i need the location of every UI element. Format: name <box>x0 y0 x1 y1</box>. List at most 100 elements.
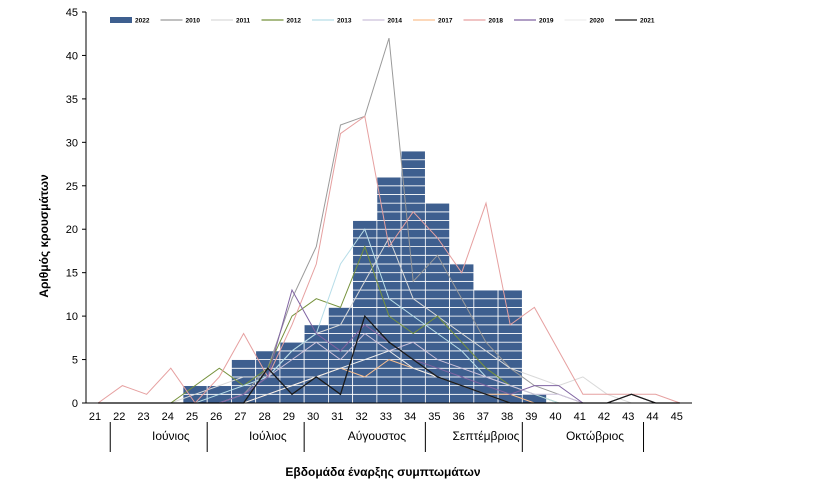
x-tick-label: 41 <box>574 411 586 423</box>
y-tick-label: 25 <box>66 181 78 193</box>
bar-segment <box>352 280 378 291</box>
bar-segment <box>376 341 402 352</box>
bar-segment <box>303 393 329 404</box>
bar-segment <box>352 220 378 230</box>
bar-segment <box>400 220 426 230</box>
bar-segment <box>424 307 450 317</box>
month-label: Αύγουστος <box>348 429 406 443</box>
bar-segment <box>400 237 426 248</box>
bar-segment <box>279 350 305 360</box>
bar-segment <box>376 280 402 291</box>
legend-label: 2021 <box>640 18 655 25</box>
bar-segment <box>400 159 426 169</box>
bar-36 <box>449 263 475 404</box>
bar-39 <box>521 393 547 404</box>
bar-segment <box>303 350 329 360</box>
bar-segment <box>449 333 475 343</box>
bar-segment <box>182 393 208 404</box>
bar-segment <box>376 333 402 343</box>
bar-38 <box>497 289 523 404</box>
y-tick-label: 5 <box>72 355 78 367</box>
bar-segment <box>521 393 547 404</box>
bar-segment <box>424 367 450 378</box>
bar-segment <box>400 254 426 265</box>
legend-item-2013: 2013 <box>312 18 352 25</box>
bar-segment <box>231 367 257 378</box>
x-tick-label: 40 <box>549 411 561 423</box>
bar-segment <box>473 289 499 300</box>
bar-segment <box>400 246 426 256</box>
bar-segment <box>449 324 475 334</box>
bar-segment <box>303 385 329 395</box>
bar-27 <box>231 359 257 404</box>
bar-segment <box>400 289 426 300</box>
bar-segment <box>303 341 329 352</box>
bar-segment <box>473 350 499 360</box>
bar-segment <box>449 272 475 282</box>
legend-item-2010: 2010 <box>160 18 200 25</box>
bar-segment <box>424 220 450 230</box>
bar-segment <box>497 298 523 308</box>
bar-segment <box>424 393 450 404</box>
legend-label: 2022 <box>135 18 150 25</box>
legend-item-2012: 2012 <box>261 18 301 25</box>
bar-segment <box>424 228 450 239</box>
bar-segment <box>449 393 475 404</box>
bar-segment <box>424 254 450 265</box>
bar-29 <box>279 341 305 404</box>
legend-item-2020: 2020 <box>564 18 604 25</box>
bar-segment <box>400 359 426 369</box>
bar-segment <box>400 341 426 352</box>
y-tick-label: 0 <box>72 398 78 410</box>
bar-segment <box>473 385 499 395</box>
bar-segment <box>473 307 499 317</box>
legend-label: 2011 <box>236 18 250 25</box>
x-axis-title: Εβδομάδα έναρξης συμπτωμάτων <box>285 465 481 479</box>
bar-segment <box>303 367 329 378</box>
x-tick-label: 27 <box>234 411 246 423</box>
x-tick-label: 43 <box>622 411 634 423</box>
legend-label: 2017 <box>438 18 453 25</box>
bar-segment <box>449 315 475 326</box>
bar-segment <box>424 280 450 291</box>
bar-segment <box>497 376 523 387</box>
bar-segment <box>303 359 329 369</box>
bar-segment <box>327 341 354 352</box>
y-tick-label: 45 <box>66 7 78 19</box>
bar-segment <box>400 167 426 178</box>
bar-segment <box>303 333 329 343</box>
legend-item-2018: 2018 <box>463 18 503 25</box>
bar-segment <box>449 341 475 352</box>
bar-segment <box>449 376 475 387</box>
x-tick-label: 32 <box>356 411 368 423</box>
bar-segment <box>376 185 402 195</box>
bar-segment <box>424 298 450 308</box>
bars-layer <box>182 150 547 404</box>
x-tick-label: 23 <box>137 411 149 423</box>
legend-item-2022: 2022 <box>110 17 150 25</box>
y-tick-label: 20 <box>66 224 78 236</box>
x-tick-label: 26 <box>210 411 222 423</box>
bar-segment <box>449 385 475 395</box>
bar-segment <box>424 211 450 221</box>
bar-segment <box>424 350 450 360</box>
month-label: Οκτώβριος <box>566 429 624 443</box>
bar-segment <box>231 393 257 404</box>
bar-segment <box>352 376 378 387</box>
bar-segment <box>376 315 402 326</box>
bar-segment <box>255 393 281 404</box>
bar-segment <box>473 359 499 369</box>
legend-item-2011: 2011 <box>211 18 250 25</box>
bar-segment <box>473 315 499 326</box>
x-tick-label: 45 <box>671 411 683 423</box>
bar-segment <box>497 289 523 300</box>
bar-segment <box>497 393 523 404</box>
bar-segment <box>424 289 450 300</box>
bar-segment <box>400 228 426 239</box>
bar-segment <box>231 376 257 387</box>
bar-segment <box>400 202 426 213</box>
month-label: Ιούνιος <box>152 429 190 443</box>
bar-segment <box>497 324 523 334</box>
bar-segment <box>497 385 523 395</box>
